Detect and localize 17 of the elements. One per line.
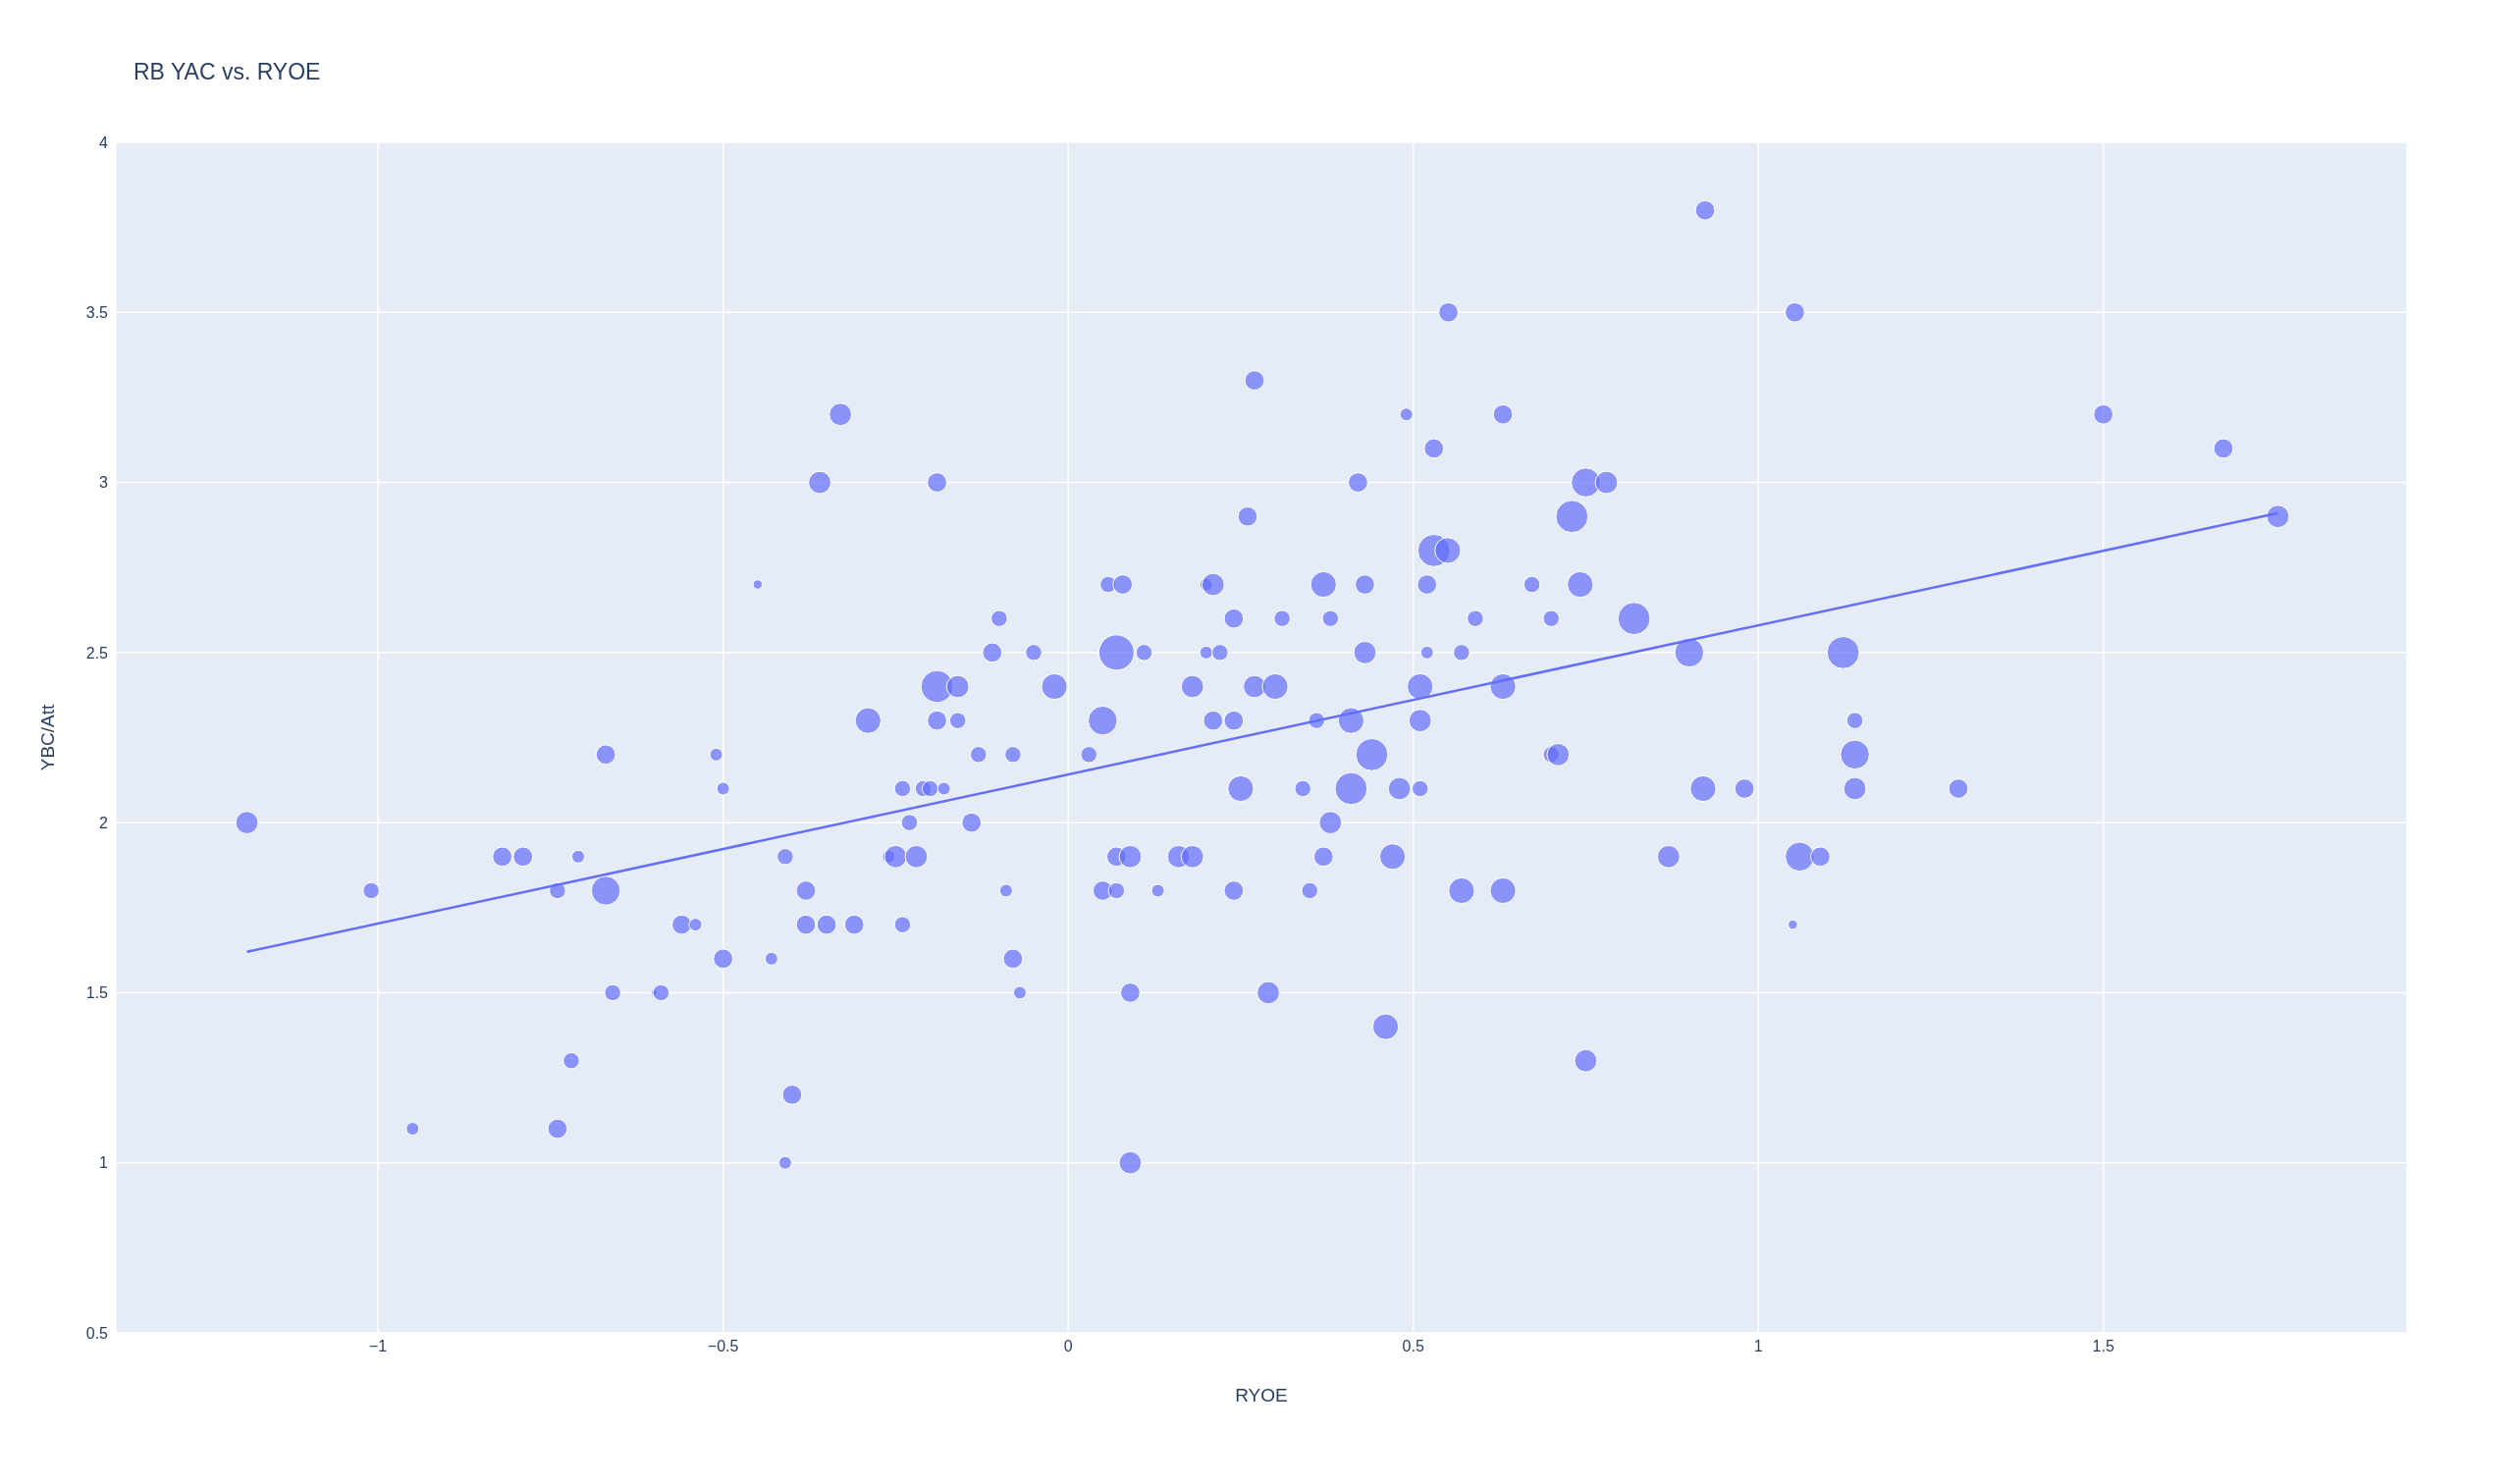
x-tick-label: 1.5 bbox=[2092, 1338, 2114, 1355]
y-tick-label: 0.5 bbox=[85, 1324, 109, 1342]
y-tick-label: 1.5 bbox=[85, 984, 109, 1002]
x-tick-label: −1 bbox=[369, 1338, 388, 1355]
y-axis-title: YBC/Att bbox=[36, 703, 58, 771]
y-tick-label: 2.5 bbox=[85, 644, 109, 662]
y-tick-label: 2 bbox=[99, 814, 109, 831]
y-tick-label: 3.5 bbox=[85, 303, 109, 321]
y-tick-label: 3 bbox=[99, 474, 109, 492]
x-tick-label: −0.5 bbox=[707, 1338, 739, 1355]
y-tick-label: 1 bbox=[99, 1154, 109, 1172]
x-tick-label: 0 bbox=[1063, 1338, 1073, 1355]
y-tick-label: 4 bbox=[99, 133, 109, 151]
x-tick-label: 1 bbox=[1753, 1338, 1763, 1355]
x-axis-title: RYOE bbox=[1235, 1385, 1288, 1405]
chart-title: RB YAC vs. RYOE bbox=[134, 59, 321, 85]
x-tick-label: 0.5 bbox=[1402, 1338, 1424, 1355]
